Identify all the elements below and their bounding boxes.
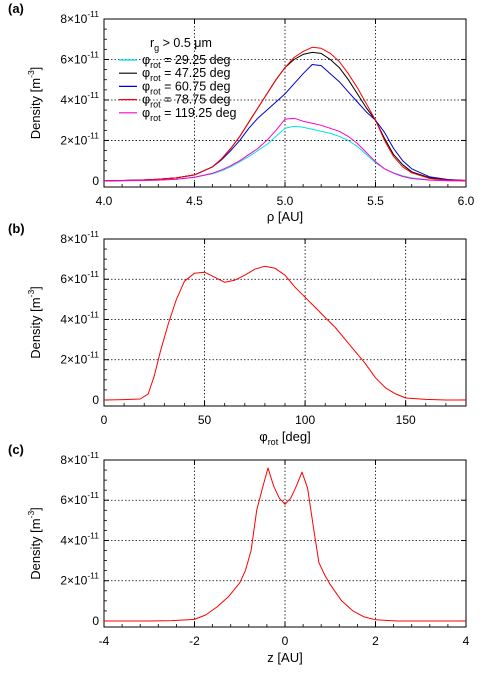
x-tick-label: 4.0 — [96, 194, 113, 208]
legend-entry: φrot = 119.25 deg — [142, 106, 237, 123]
panel-label: (b) — [8, 221, 25, 236]
y-tick-label: 4×10-11 — [60, 530, 99, 547]
y-tick-exponent: -11 — [87, 49, 99, 59]
x-axis-label: φrot [deg] — [259, 429, 310, 447]
y-tick-label: 4×10-11 — [60, 309, 99, 326]
legend-entry: φrot = 47.25 deg — [142, 66, 231, 83]
y-tick-label: 4×10-11 — [60, 90, 99, 107]
y-tick-label: 2×10-11 — [60, 350, 99, 367]
y-tick-exponent: -11 — [87, 450, 99, 460]
x-tick-label: 100 — [295, 413, 315, 427]
x-tick-label: 6.0 — [458, 194, 475, 208]
legend-entry-subscript: rot — [150, 113, 161, 123]
x-tick-label: 5.5 — [367, 194, 384, 208]
y-axis-label-exponent: -3 — [26, 70, 36, 78]
legend-entry-subscript: rot — [150, 86, 161, 96]
x-tick-label: 0 — [282, 634, 289, 648]
x-tick-label: 4.5 — [186, 194, 203, 208]
y-tick-label: 6×10-11 — [60, 269, 99, 286]
legend-entry: φrot = 29.25 deg — [142, 53, 231, 70]
y-axis-label-exponent: -3 — [26, 290, 36, 298]
y-tick-exponent: -11 — [87, 350, 99, 360]
y-tick-exponent: -11 — [87, 90, 99, 100]
x-tick-label: 2 — [372, 634, 379, 648]
legend-entry: φrot = 60.75 deg — [142, 79, 231, 96]
panel-a: (a) 4.0 4.5 5.0 5.5 6.0 0 2×10-11 4×10-11 6×10-11… — [8, 1, 475, 224]
series-line-1 — [104, 467, 466, 622]
legend-entry-subscript: rot — [150, 100, 161, 110]
legend-entry-subscript: rot — [150, 73, 161, 83]
panel-label: (c) — [8, 442, 24, 457]
x-axis-label: ρ [AU] — [267, 209, 303, 224]
y-axis-label: Density [m-3] — [26, 67, 43, 140]
series-line-4 — [103, 46, 467, 182]
y-tick-label: 0 — [92, 174, 99, 188]
y-axis-label-exponent: -3 — [26, 511, 36, 519]
y-axis-label: Density [m-3] — [26, 286, 43, 359]
y-tick-label: 8×10-11 — [60, 9, 99, 26]
panel-label: (a) — [8, 1, 24, 16]
x-tick-label: 0 — [101, 413, 108, 427]
y-tick-label: 0 — [92, 614, 99, 628]
legend-entry: φrot = 78.75 deg — [142, 93, 231, 110]
y-tick-exponent: -11 — [87, 530, 99, 540]
y-tick-exponent: -11 — [87, 229, 99, 239]
legend-header: rg > 0.5 μm — [150, 36, 212, 53]
x-axis-label: z [AU] — [267, 650, 302, 665]
y-tick-label: 6×10-11 — [60, 490, 99, 507]
plot-frame — [103, 238, 467, 407]
y-tick-exponent: -11 — [87, 490, 99, 500]
x-tick-label: -2 — [189, 634, 200, 648]
y-tick-exponent: -11 — [87, 571, 99, 581]
x-tick-label: 150 — [396, 413, 416, 427]
y-axis-label: Density [m-3] — [26, 507, 43, 580]
series-line-5 — [103, 117, 467, 182]
panel-c: (c) -4 -2 0 2 4 0 2×10-11 4×10-11 6×10-11 8×10-11 D… — [8, 442, 470, 665]
y-tick-exponent: -11 — [87, 309, 99, 319]
y-tick-label: 6×10-11 — [60, 49, 99, 66]
y-tick-exponent: -11 — [87, 130, 99, 140]
y-tick-label: 0 — [92, 393, 99, 407]
series-line-1 — [103, 265, 466, 401]
x-tick-label: 4 — [463, 634, 470, 648]
x-axis-label-subscript: rot — [268, 437, 279, 447]
y-tick-exponent: -11 — [87, 9, 99, 19]
panel-b: (b) 0 50 100 150 0 2×10-11 4×10-11 6×10-11 8×10-1… — [8, 221, 467, 447]
y-tick-label: 8×10-11 — [60, 450, 99, 467]
y-tick-label: 2×10-11 — [60, 571, 99, 588]
legend-entry-subscript: rot — [150, 60, 161, 70]
y-tick-exponent: -11 — [87, 269, 99, 279]
x-tick-label: -4 — [99, 634, 110, 648]
y-tick-label: 2×10-11 — [60, 130, 99, 147]
x-tick-label: 50 — [198, 413, 212, 427]
legend-header-subscript: g — [154, 43, 159, 53]
x-tick-label: 5.0 — [277, 194, 294, 208]
y-tick-label: 8×10-11 — [60, 229, 99, 246]
